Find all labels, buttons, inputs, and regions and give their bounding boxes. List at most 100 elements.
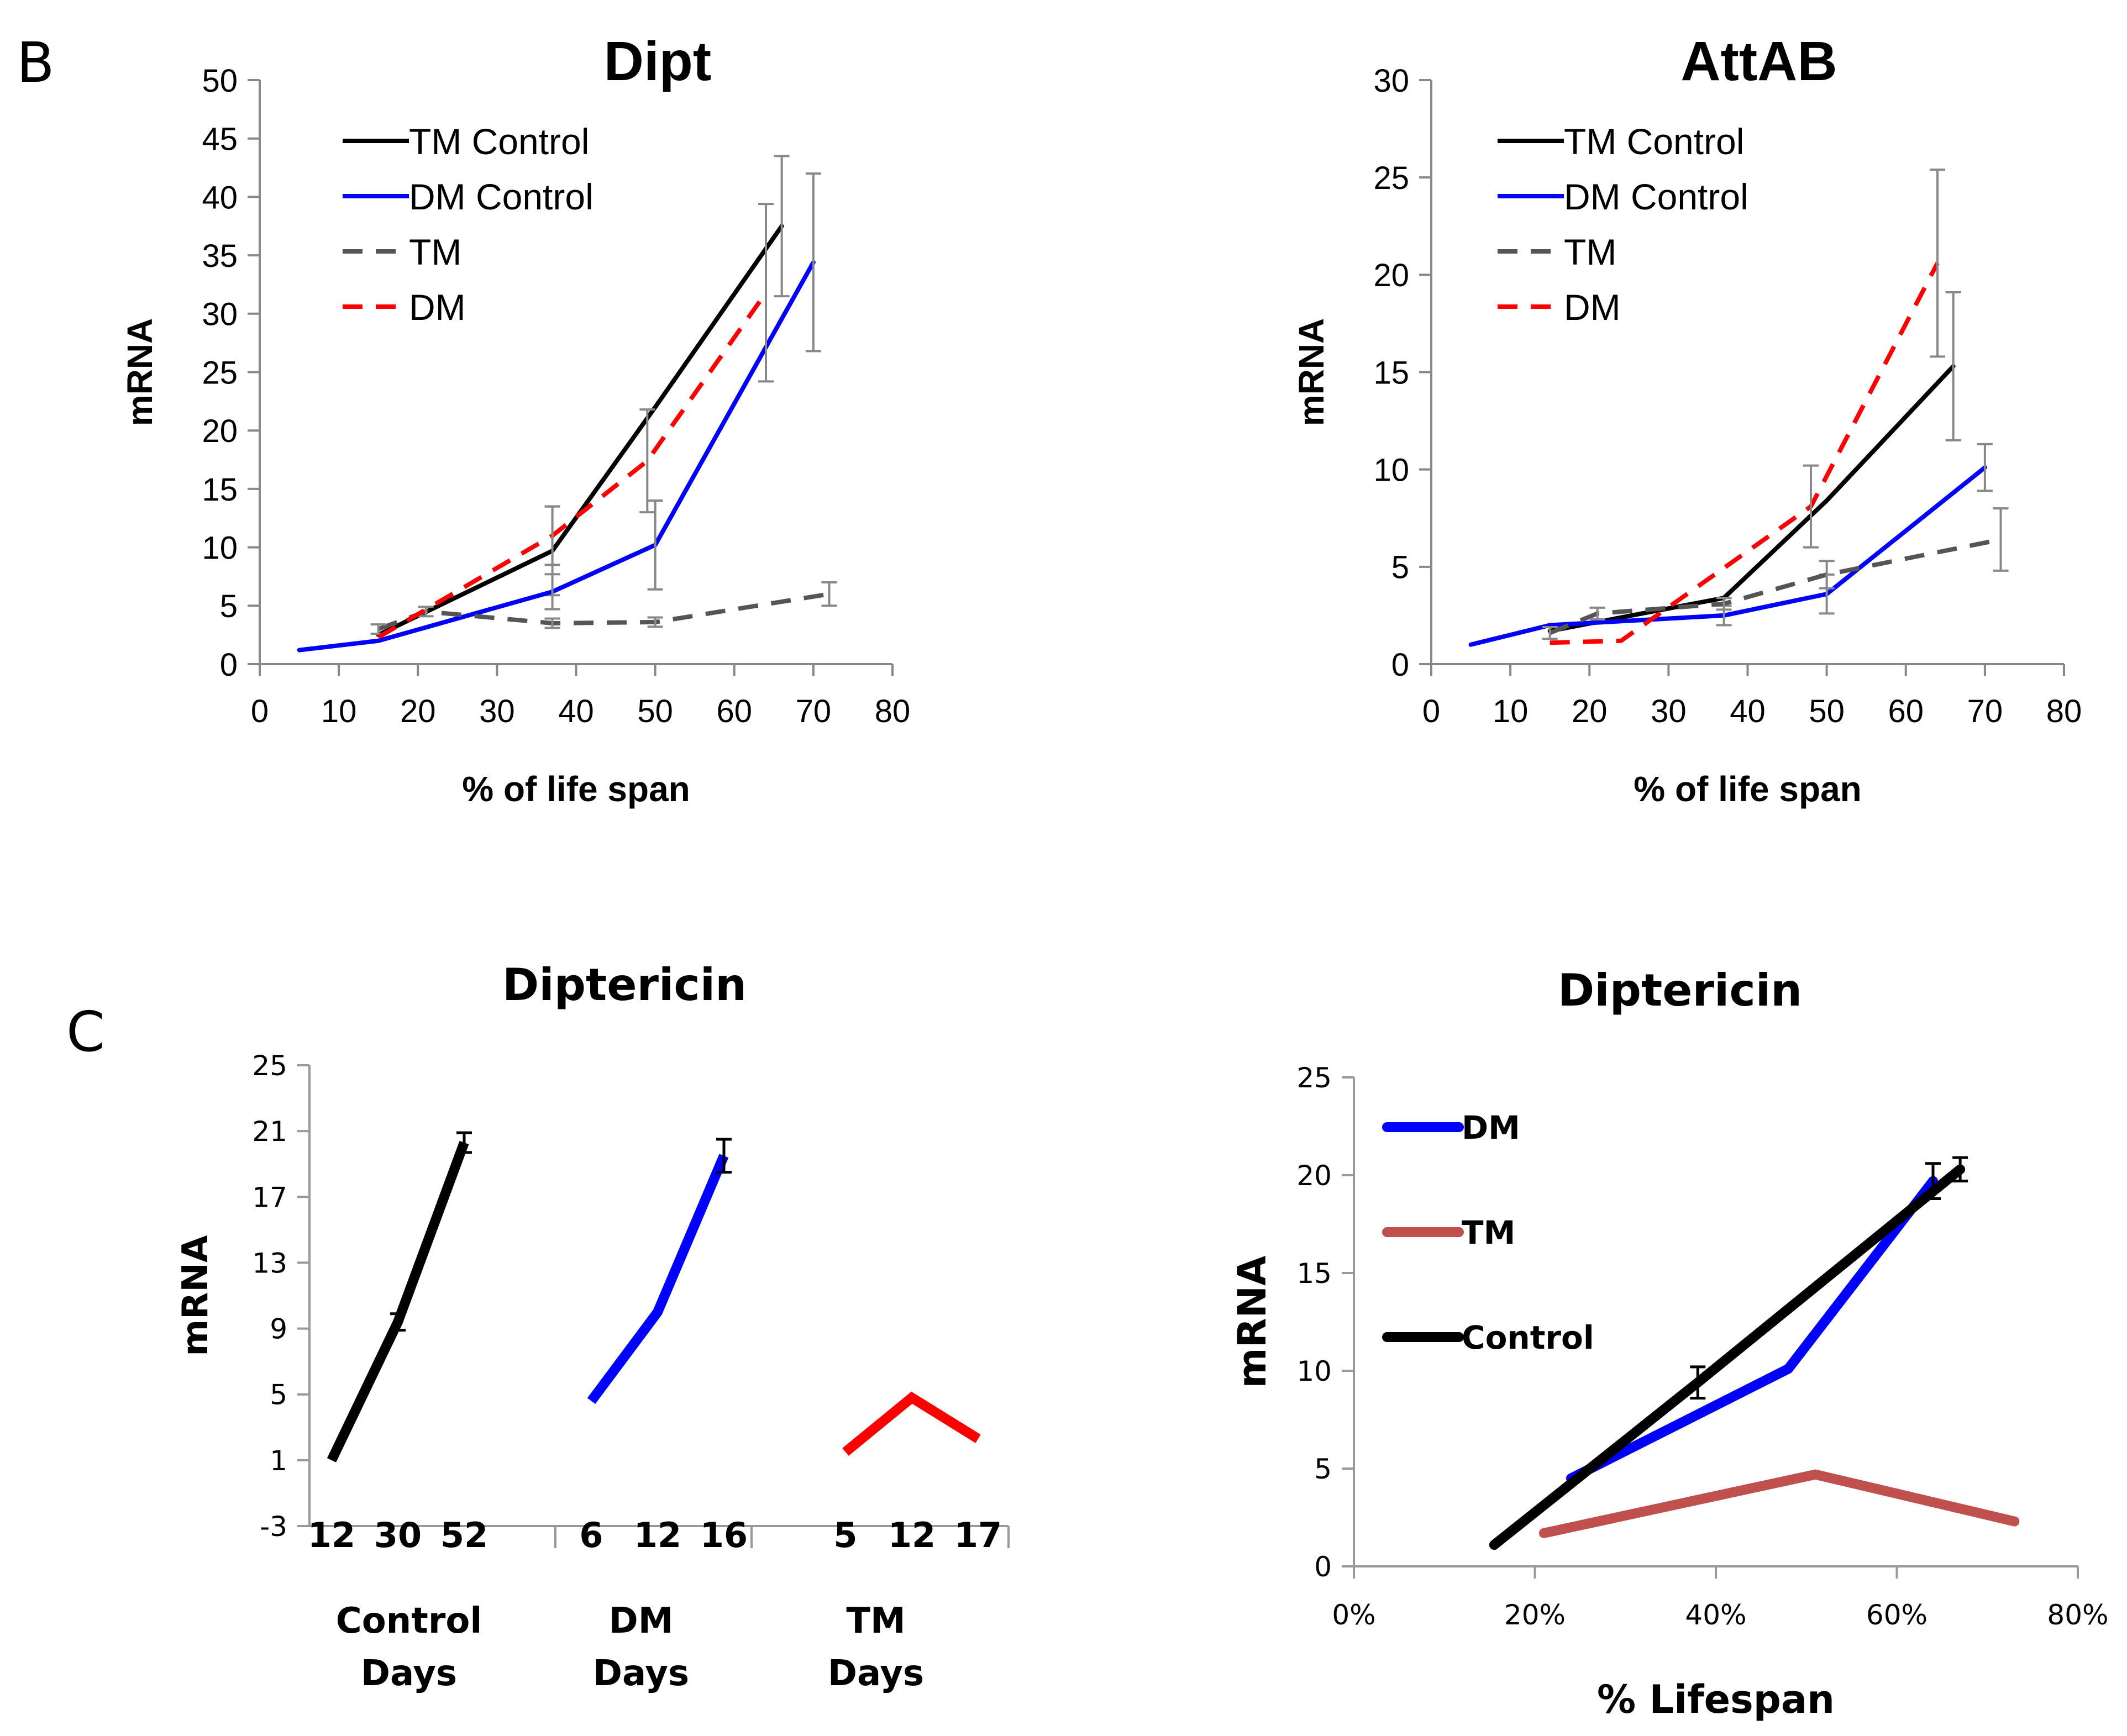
y-tick-label: 15 (1296, 1258, 1332, 1290)
y-tick-label: 15 (1373, 355, 1409, 391)
y-tick-label: -3 (260, 1511, 287, 1543)
series-dm-line (1550, 262, 1940, 645)
x-tick-label: 40 (1730, 693, 1766, 729)
series-dm-control-legend-label: DM Control (1564, 176, 1748, 217)
x-tick-label: 0 (251, 693, 269, 729)
y-tick-label: 15 (202, 472, 238, 508)
x-tick-label: 20% (1504, 1599, 1566, 1631)
y-tick-label: 25 (252, 1050, 287, 1082)
group-control-line (327, 1140, 469, 1463)
x-tick-label: 50 (1809, 693, 1845, 729)
x-tick-label: 40 (558, 693, 594, 729)
y-axis-label: mRNA (120, 318, 160, 427)
series-dm-legend-label: DM (1462, 1109, 1520, 1146)
x-axis-label: % of life span (462, 769, 690, 809)
y-tick-label: 40 (202, 180, 238, 215)
chart-title: AttAB (1680, 30, 1837, 92)
y-tick-label: 10 (202, 530, 238, 566)
y-tick-label: 35 (202, 238, 238, 274)
chart-title: Diptericin (1558, 965, 1802, 1016)
y-tick-label: 5 (270, 1379, 287, 1411)
y-tick-label: 9 (270, 1313, 287, 1345)
y-tick-label: 13 (252, 1247, 287, 1279)
x-tick-label: 70 (796, 693, 832, 729)
group-dm-line (587, 1154, 729, 1404)
y-tick-label: 30 (1373, 63, 1409, 99)
x-tick-label: 60 (716, 693, 752, 729)
group-dm-tick-label: 16 (700, 1515, 748, 1555)
diptericin-lifespan-chart: 0 5 10 15 20 25 0% 20% 40% 60% 80% Diptericin % Life… (1230, 965, 2109, 1722)
series-tm-control-legend-label: TM Control (1564, 121, 1744, 162)
x-axis-label: % Lifespan (1597, 1677, 1835, 1722)
y-tick-label: 20 (1296, 1160, 1332, 1192)
series-dm-line (377, 291, 768, 639)
series-dm-control-line (297, 260, 816, 653)
group-tm-tick-label: 5 (833, 1515, 857, 1555)
x-tick-label: 80 (2046, 693, 2082, 729)
y-axis-label: mRNA (1291, 318, 1331, 427)
dipt-chart: 0 5 10 15 20 25 30 35 40 45 50 0 10 20 30 40 50 60 70 80 Dip… (120, 30, 910, 809)
group-tm-line (842, 1391, 981, 1456)
y-tick-label: 0 (1391, 647, 1409, 683)
y-tick-label: 10 (1296, 1355, 1332, 1387)
y-axis-label: mRNA (1230, 1256, 1275, 1388)
panel-label-b: B (17, 30, 55, 95)
y-tick-label: 45 (202, 122, 238, 157)
chart-title: Diptericin (502, 959, 747, 1011)
series-tm-control-line (1547, 364, 1956, 634)
series-dm-legend-label: DM (1564, 287, 1621, 328)
attab-chart: 0 5 10 15 20 25 30 0 10 20 30 40 50 60 70 80 AttAB % of l… (1291, 30, 2082, 809)
y-tick-label: 25 (1373, 160, 1409, 196)
group-tm-label: TM (846, 1601, 905, 1642)
x-axis-label: % of life span (1634, 769, 1862, 809)
x-tick-label: 40% (1685, 1599, 1746, 1631)
y-tick-label: 17 (252, 1181, 287, 1213)
y-tick-label: 25 (202, 355, 238, 391)
x-tick-label: 10 (1493, 693, 1529, 729)
group-control-tick-label: 52 (440, 1515, 488, 1555)
y-tick-label: 20 (202, 413, 238, 449)
series-tm-legend-label: TM (1564, 232, 1616, 272)
panel-label-c: C (66, 999, 105, 1064)
group-control-tick-label: 30 (374, 1515, 422, 1555)
y-tick-label: 0 (220, 647, 238, 683)
group-dm-label: DM (609, 1601, 674, 1642)
y-tick-label: 50 (202, 63, 238, 99)
y-tick-label: 21 (252, 1116, 287, 1148)
series-tm-control-legend-label: TM Control (409, 121, 589, 162)
y-tick-label: 0 (1314, 1551, 1332, 1583)
x-tick-label: 30 (1651, 693, 1687, 729)
group-control-tick-label: 12 (308, 1515, 355, 1555)
x-tick-label: 70 (1967, 693, 2003, 729)
group-control-label: Control (336, 1601, 482, 1642)
group-dm-tick-label: 6 (579, 1515, 603, 1555)
series-tm-line (1538, 1469, 2020, 1538)
x-tick-label: 30 (479, 693, 515, 729)
y-tick-label: 25 (1296, 1062, 1332, 1094)
x-tick-label: 60 (1888, 693, 1924, 729)
diptericin-days-chart: 25 21 17 13 9 5 1 -3 Diptericin mRNA 12 30 52 Control… (175, 959, 1010, 1694)
series-control-legend-label: Control (1462, 1319, 1594, 1356)
y-tick-label: 5 (220, 588, 238, 624)
series-tm-legend-label: TM (409, 232, 461, 272)
series-dm-legend-label: DM (409, 287, 466, 328)
y-tick-label: 10 (1373, 453, 1409, 488)
x-tick-label: 20 (1572, 693, 1608, 729)
chart-title: Dipt (604, 30, 711, 92)
group-control-days-label: Days (361, 1653, 457, 1694)
y-tick-label: 20 (1373, 257, 1409, 293)
y-tick-label: 5 (1391, 550, 1409, 586)
x-tick-label: 80% (2047, 1599, 2108, 1631)
y-tick-label: 1 (270, 1445, 287, 1477)
x-tick-label: 0% (1332, 1599, 1375, 1631)
y-axis-label: mRNA (175, 1235, 216, 1356)
y-tick-label: 5 (1314, 1453, 1332, 1485)
x-tick-label: 80 (875, 693, 911, 729)
x-tick-label: 0 (1422, 693, 1440, 729)
group-tm-tick-label: 17 (954, 1515, 1002, 1555)
group-tm-tick-label: 12 (888, 1515, 936, 1555)
x-tick-label: 50 (637, 693, 673, 729)
x-tick-label: 20 (400, 693, 436, 729)
x-tick-label: 10 (321, 693, 357, 729)
